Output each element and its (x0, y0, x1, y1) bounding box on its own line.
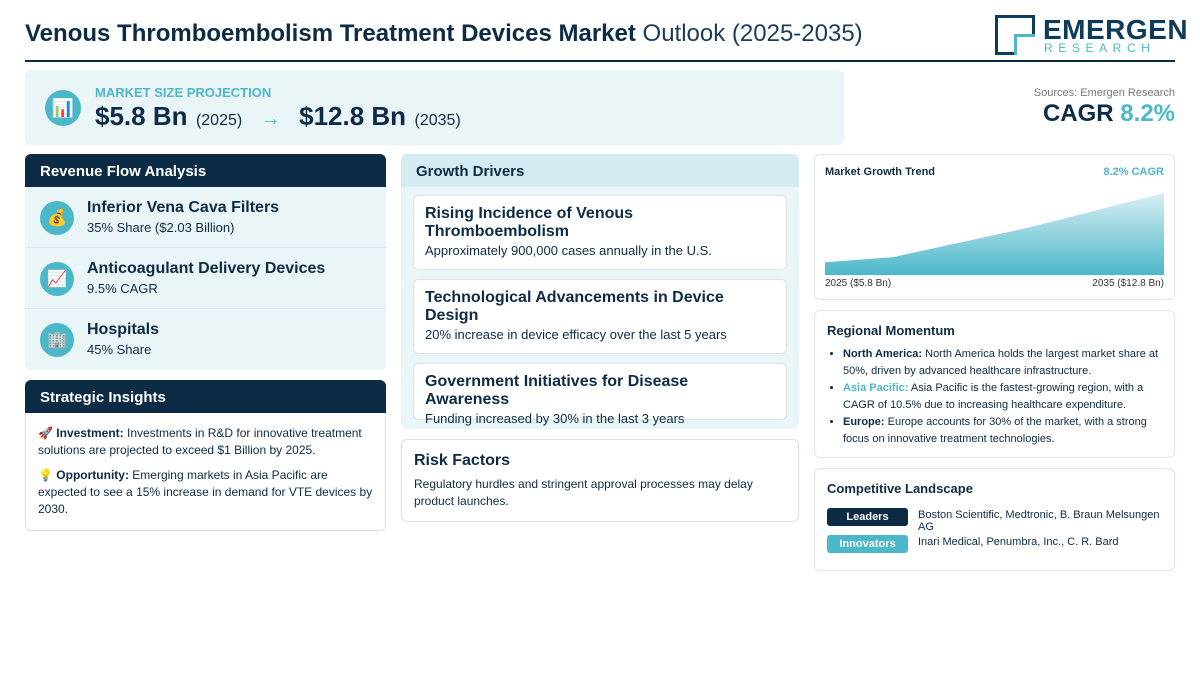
revenue-flow-card: Revenue Flow Analysis 💰 Inferior Vena Ca… (25, 154, 386, 370)
driver-sub: Approximately 900,000 cases annually in … (425, 243, 712, 258)
revenue-item-title: Inferior Vena Cava Filters (87, 199, 280, 216)
cagr-summary: Sources: Emergen Research CAGR 8.2% (1034, 87, 1175, 128)
competitive-text: Boston Scientific, Medtronic, B. Braun M… (918, 509, 1160, 533)
strategic-insights-card: Strategic Insights 🚀 Investment: Investm… (25, 380, 386, 531)
region-text: Asia Pacific is the fastest-growing regi… (843, 382, 1144, 411)
page-title-strong: Venous Thromboembolism Treatment Devices… (25, 20, 636, 47)
region-name: Asia Pacific: (843, 382, 909, 394)
trend-cagr: 8.2% CAGR (1103, 166, 1164, 178)
sources-text: Sources: Emergen Research (1033, 87, 1175, 99)
revenue-item-sub: 9.5% CAGR (87, 281, 158, 296)
revenue-item: 💰 Inferior Vena Cava Filters 35% Share (… (25, 187, 386, 248)
list-item: Asia Pacific: Asia Pacific is the fastes… (843, 380, 1162, 414)
risk-factors-title: Risk Factors (414, 452, 511, 469)
strategic-insights-title: Strategic Insights (25, 380, 386, 413)
risk-factors-text: Regulatory hurdles and stringent approva… (414, 477, 753, 508)
growth-drivers-card: Growth Drivers Rising Incidence of Venou… (401, 154, 799, 429)
insight-label: Opportunity: (56, 468, 129, 482)
page-title-light: Outlook (2025-2035) (642, 20, 863, 47)
trend-area (825, 193, 1164, 275)
projection-end-year: (2035) (414, 112, 461, 129)
region-name: North America: (843, 348, 923, 360)
region-text: North America holds the largest market s… (843, 348, 1159, 377)
logo-mark-icon (995, 15, 1035, 55)
trend-title: Market Growth Trend (825, 166, 936, 178)
trend-end-label: 2035 ($12.8 Bn) (1092, 278, 1164, 289)
cagr-label: CAGR (1042, 100, 1114, 127)
insight-item: 💡 Opportunity: Emerging markets in Asia … (38, 467, 373, 518)
projection-end-value: $12.8 Bn (299, 101, 407, 131)
page-title: Venous Thromboembolism Treatment Devices… (25, 20, 863, 48)
insight-text: Investments in R&D for innovative treatm… (38, 426, 362, 457)
driver-title: Technological Advancements in Device Des… (425, 289, 724, 324)
driver-item: Government Initiatives for Disease Aware… (413, 363, 787, 426)
bar-chart-icon: 📊 (45, 90, 81, 126)
revenue-item-title: Hospitals (87, 321, 160, 338)
cagr-value-line: CAGR 8.2% (1034, 100, 1175, 128)
insight-label: Investment: (56, 426, 124, 440)
driver-item: Rising Incidence of Venous Thromboemboli… (413, 195, 787, 270)
money-bag-icon: 💰 (40, 201, 74, 235)
page-header: Venous Thromboembolism Treatment Devices… (25, 12, 1188, 62)
growth-drivers-title: Growth Drivers (401, 154, 799, 187)
regional-momentum-card: Regional Momentum North America: North A… (814, 310, 1175, 458)
market-growth-trend-card: Market Growth Trend 8.2% CAGR 2025 ($5.8… (814, 154, 1175, 300)
revenue-item: 📈 Anticoagulant Delivery Devices 9.5% CA… (25, 248, 386, 309)
region-name: Europe: (843, 416, 885, 428)
driver-title: Rising Incidence of Venous Thromboemboli… (425, 205, 634, 240)
cagr-value: 8.2% (1120, 100, 1175, 127)
projection-start-value: $5.8 Bn (95, 101, 188, 131)
trend-start-label: 2025 ($5.8 Bn) (825, 278, 892, 289)
revenue-item-sub: 35% Share ($2.03 Billion) (87, 220, 235, 235)
driver-sub: Funding increased by 30% in the last 3 y… (425, 411, 685, 426)
innovators-badge: Innovators (827, 535, 908, 553)
projection-start-year: (2025) (195, 112, 243, 129)
strategic-insights-body: 🚀 Investment: Investments in R&D for inn… (26, 413, 385, 518)
driver-title: Government Initiatives for Disease Aware… (425, 373, 689, 408)
list-item: Europe: Europe accounts for 30% of the m… (843, 414, 1162, 448)
revenue-flow-title: Revenue Flow Analysis (25, 154, 386, 187)
regional-momentum-title: Regional Momentum (827, 323, 955, 338)
insight-item: 🚀 Investment: Investments in R&D for inn… (38, 425, 373, 459)
projection-label: MARKET SIZE PROJECTION (95, 85, 272, 100)
logo-name: EMERGEN (1043, 14, 1189, 45)
projection-values: $5.8 Bn (2025) → $12.8 Bn (2035) (95, 101, 461, 132)
trend-area-chart (825, 193, 1164, 275)
trend-up-icon: 📈 (40, 262, 74, 296)
market-size-projection: 📊 MARKET SIZE PROJECTION $5.8 Bn (2025) … (25, 70, 844, 145)
lightbulb-icon: 💡 (38, 468, 53, 482)
insight-text: Emerging markets in Asia Pacific are exp… (38, 468, 373, 516)
hospital-icon: 🏢 (40, 323, 74, 357)
list-item: North America: North America holds the l… (843, 346, 1162, 380)
driver-sub: 20% increase in device efficacy over the… (425, 327, 727, 342)
logo-subtitle: RESEARCH (1044, 41, 1156, 55)
revenue-item-sub: 45% Share (87, 342, 152, 357)
revenue-item-title: Anticoagulant Delivery Devices (87, 260, 326, 277)
rocket-icon: 🚀 (38, 426, 53, 440)
leaders-badge: Leaders (827, 508, 908, 526)
revenue-item: 🏢 Hospitals 45% Share (25, 309, 386, 370)
region-text: Europe accounts for 30% of the market, w… (843, 416, 1147, 445)
emergen-logo[interactable]: EMERGEN RESEARCH (995, 14, 1188, 56)
competitive-text: Inari Medical, Penumbra, Inc., C. R. Bar… (918, 536, 1119, 548)
arrow-right-icon: → (260, 108, 281, 130)
risk-factors-card: Risk Factors Regulatory hurdles and stri… (401, 439, 799, 522)
competitive-landscape-title: Competitive Landscape (827, 481, 973, 496)
competitive-landscape-card: Competitive Landscape Leaders Boston Sci… (814, 468, 1175, 571)
driver-item: Technological Advancements in Device Des… (413, 279, 787, 354)
regional-list: North America: North America holds the l… (827, 346, 1162, 448)
